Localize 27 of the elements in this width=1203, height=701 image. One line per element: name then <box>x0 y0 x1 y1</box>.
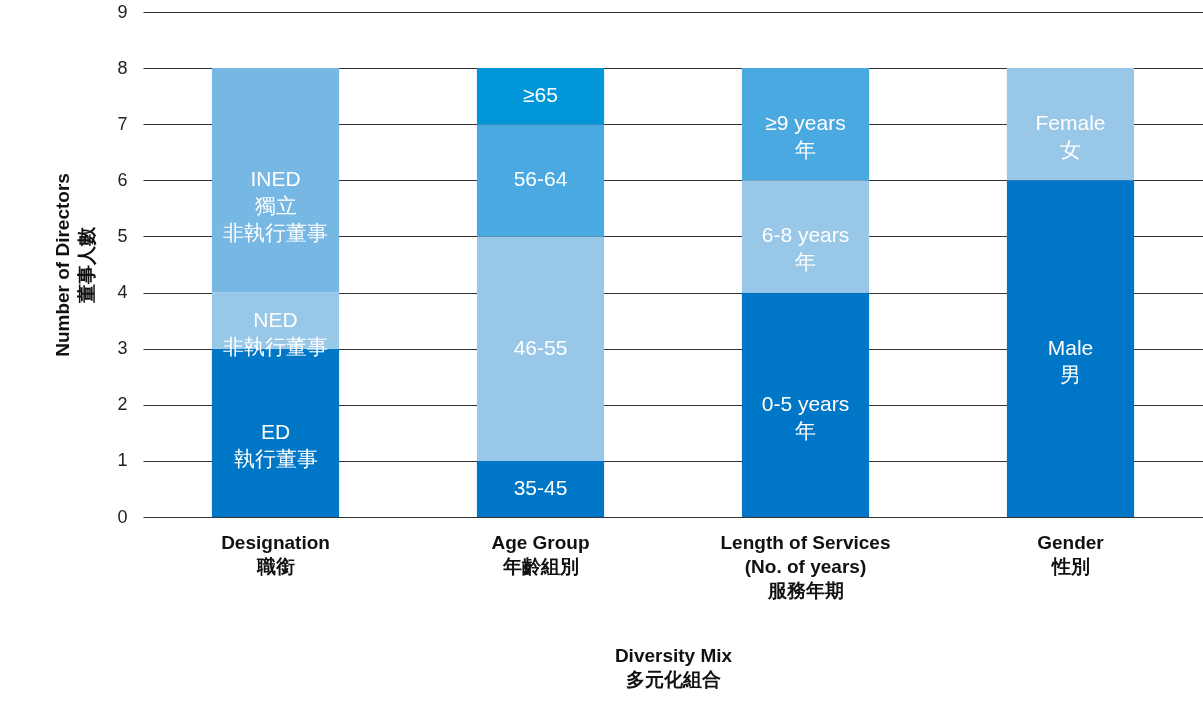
series-label: INED 獨立非執行董事 <box>223 167 328 245</box>
y-axis-title: Number of Directors 董事人數 <box>52 173 98 357</box>
x-axis-title: Diversity Mix 多元化組合 <box>614 644 733 690</box>
series-label: 35-45 <box>513 475 568 499</box>
series-label: 6-8 years 年 <box>761 223 850 274</box>
y-tick-label: 8 <box>117 57 128 78</box>
y-tick-label: 4 <box>117 282 128 303</box>
y-tick-label: 2 <box>117 394 128 415</box>
series-label: Male 男 <box>1047 335 1094 386</box>
series-label: 56-64 <box>513 167 568 191</box>
y-tick-label: 7 <box>117 113 128 134</box>
series-label: ≥65 <box>523 83 558 107</box>
y-tick-label: 6 <box>117 169 128 190</box>
x-tick-label: Designation 職銜 <box>221 531 330 577</box>
y-tick-label: 9 <box>117 1 128 22</box>
series-label: ≥9 years 年 <box>765 111 846 162</box>
series-label: Female 女 <box>1035 111 1106 162</box>
y-tick-label: 5 <box>117 225 128 246</box>
y-tick-label: 0 <box>117 506 128 527</box>
series-label: 46-55 <box>513 335 568 359</box>
x-tick-label: Gender 性別 <box>1037 531 1105 577</box>
x-tick-label: Length of Services (No. of years) 服務年期 <box>720 531 891 601</box>
series-label: 0-5 years 年 <box>761 391 850 442</box>
y-tick-label: 3 <box>117 338 128 359</box>
y-tick-label: 1 <box>117 450 128 471</box>
x-tick-label: Age Group 年齡組別 <box>491 531 590 577</box>
series-label: ED 執行董事 <box>233 419 318 470</box>
